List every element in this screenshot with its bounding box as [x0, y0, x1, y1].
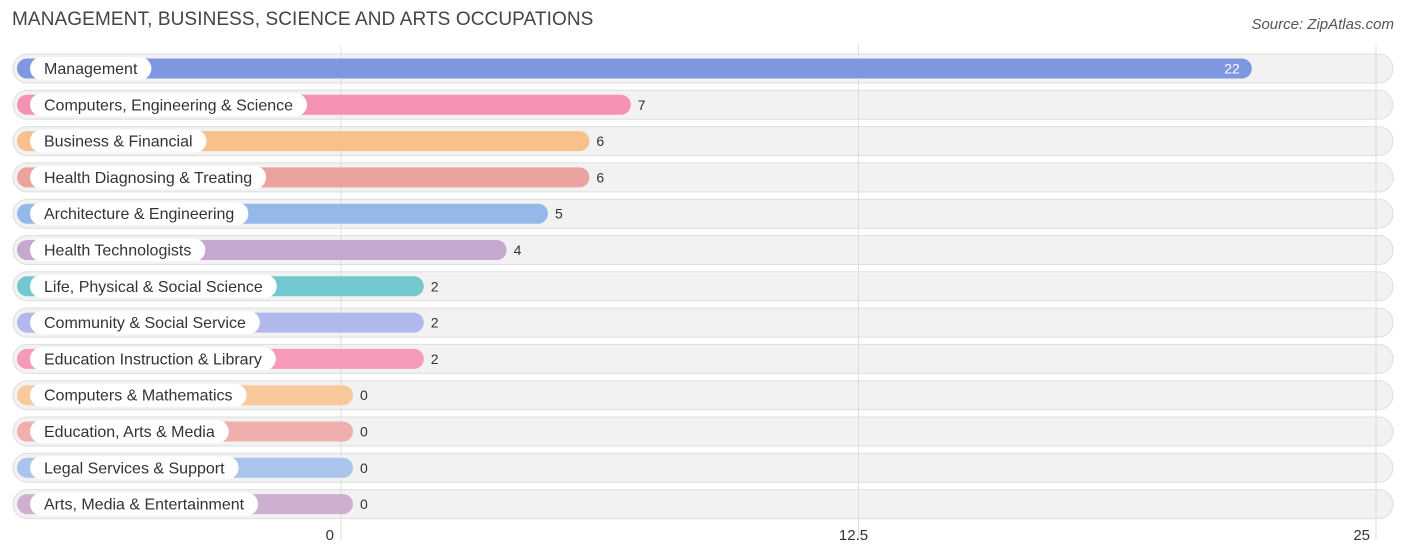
row-track — [12, 416, 1394, 447]
row-track — [12, 380, 1394, 411]
bar-value-label: 6 — [596, 133, 604, 149]
bar-row-9: Computers & Mathematics 0 — [17, 383, 368, 407]
x-tick-label: 25 — [1353, 527, 1370, 544]
bar-category-pill — [30, 202, 249, 226]
row-track — [12, 489, 1394, 520]
row-track — [12, 452, 1394, 483]
bar-row-4: Architecture & Engineering 5 — [17, 202, 563, 226]
bar-row-12: Arts, Media & Entertainment 0 — [17, 492, 368, 516]
bar-category-pill — [30, 347, 276, 371]
bar-row-11: Legal Services & Support 0 — [17, 456, 368, 480]
bar-category-pill — [30, 129, 207, 153]
bar-category-pill — [30, 420, 229, 443]
bar-category-label: Computers & Mathematics — [44, 388, 233, 405]
bar-category-label: Health Diagnosing & Treating — [44, 170, 252, 187]
bar-value-label: 0 — [360, 387, 368, 403]
bar-row-1: Computers, Engineering & Science 7 — [17, 93, 646, 117]
bar-value-label: 0 — [360, 460, 368, 476]
bar-row-7: Community & Social Service 2 — [17, 311, 439, 335]
bar-value-label: 22 — [1224, 61, 1240, 77]
bar-category-pill — [30, 492, 259, 516]
bar-category-label: Community & Social Service — [44, 315, 246, 332]
bar-category-pill — [30, 93, 308, 117]
bar-value-label: 6 — [596, 169, 604, 185]
x-tick-label: 0 — [326, 527, 334, 544]
bar-value-label: 0 — [360, 496, 368, 512]
bar-category-label: Management — [44, 61, 138, 78]
bar-category-pill — [30, 238, 206, 262]
chart-title: MANAGEMENT, BUSINESS, SCIENCE AND ARTS O… — [12, 9, 594, 30]
bar-row-6: Life, Physical & Social Science 2 — [17, 274, 439, 298]
bar-category-label: Legal Services & Support — [44, 460, 225, 477]
bar-category-pill — [30, 165, 267, 189]
bar-category-pill — [30, 456, 239, 480]
bar-row-0: Management 22 — [17, 57, 1252, 80]
bar-category-label: Business & Financial — [44, 134, 193, 151]
bar-category-label: Education, Arts & Media — [44, 424, 215, 441]
bar-value-label: 4 — [514, 242, 522, 258]
bar-category-pill — [30, 57, 152, 80]
bar-row-3: Health Diagnosing & Treating 6 — [17, 165, 604, 189]
bar-category-label: Architecture & Engineering — [44, 206, 234, 223]
bar-value-label: 2 — [431, 278, 439, 294]
bar-category-pill — [30, 274, 277, 298]
x-tick-label: 12.5 — [839, 527, 868, 544]
bar-value-label: 7 — [638, 97, 646, 113]
bar-row-8: Education Instruction & Library 2 — [17, 347, 439, 371]
bar-category-label: Education Instruction & Library — [44, 351, 262, 368]
bar-row-5: Health Technologists 4 — [17, 238, 522, 262]
bar-category-label: Health Technologists — [44, 243, 191, 260]
bar-row-10: Education, Arts & Media 0 — [17, 420, 368, 443]
bar-category-label: Life, Physical & Social Science — [44, 279, 263, 296]
bar-value-label: 5 — [555, 206, 563, 222]
bar-row-2: Business & Financial 6 — [17, 129, 604, 153]
bar-value-label: 2 — [431, 315, 439, 331]
bar-value-label: 2 — [431, 351, 439, 367]
bar-category-pill — [30, 311, 260, 335]
bar-category-label: Arts, Media & Entertainment — [44, 497, 245, 514]
source-label: Source: ZipAtlas.com — [1251, 16, 1394, 33]
bar — [17, 58, 1252, 79]
bar-category-pill — [30, 383, 247, 407]
x-axis-ticks: 0 12.5 25 — [326, 527, 1370, 544]
bar-value-label: 0 — [360, 424, 368, 440]
bar-category-label: Computers, Engineering & Science — [44, 97, 293, 114]
